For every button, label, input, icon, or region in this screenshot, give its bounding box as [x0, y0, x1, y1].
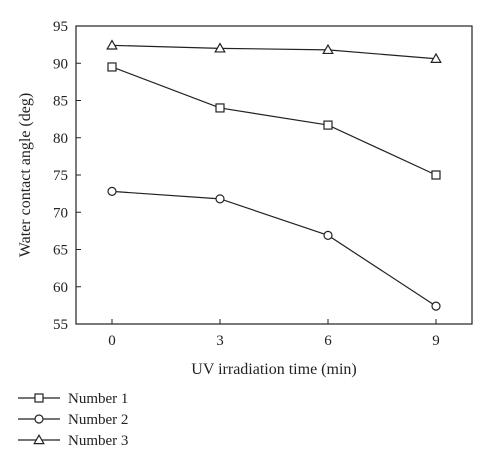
data-point — [107, 186, 117, 196]
data-point — [322, 43, 334, 55]
series-line — [111, 66, 437, 176]
series-1 — [107, 62, 441, 180]
legend-item: Number 1 — [18, 391, 128, 407]
x-tick-label: 3 — [216, 333, 224, 349]
y-tick-label: 85 — [53, 94, 68, 110]
legend-label: Number 1 — [68, 391, 128, 407]
y-tick-label: 90 — [53, 56, 68, 72]
data-point — [431, 170, 441, 180]
series-line — [111, 44, 437, 60]
y-tick-label: 75 — [53, 168, 68, 184]
legend-item: Number 3 — [18, 433, 128, 449]
data-point — [215, 194, 225, 204]
legend: Number 1 Number 2 Number 3 — [18, 391, 128, 449]
y-tick-label: 65 — [53, 243, 68, 259]
y-tick-label: 80 — [53, 131, 68, 147]
y-tick-label: 55 — [53, 317, 68, 333]
y-tick-label: 95 — [53, 19, 68, 35]
series-line — [111, 190, 437, 307]
data-point — [107, 62, 117, 72]
data-point — [214, 42, 226, 53]
data-point — [106, 39, 118, 50]
y-axis-title: Water contact angle (deg) — [17, 93, 34, 257]
y-tick-label: 60 — [53, 280, 68, 296]
legend-label: Number 3 — [68, 433, 128, 449]
legend-item: Number 2 — [18, 412, 128, 428]
x-tick-label: 0 — [108, 333, 116, 349]
data-point — [323, 230, 333, 240]
data-point — [430, 52, 442, 63]
data-point — [323, 120, 333, 130]
ticks-layer: 55 60 65 70 75 80 85 90 95 0 3 6 9 — [53, 19, 440, 349]
x-tick-label: 6 — [324, 333, 332, 349]
data-point — [215, 103, 225, 113]
series-layer — [106, 39, 442, 311]
x-axis-title: UV irradiation time (min) — [191, 361, 356, 378]
series-2 — [107, 186, 441, 311]
legend-label: Number 2 — [68, 412, 128, 428]
legend-marker — [34, 393, 44, 403]
series-3 — [106, 39, 442, 63]
x-tick-label: 9 — [432, 333, 440, 349]
legend-marker — [34, 414, 44, 424]
y-tick-label: 70 — [53, 205, 68, 221]
data-point — [431, 301, 441, 311]
plot-frame — [75, 25, 473, 325]
legend-marker — [33, 433, 45, 445]
